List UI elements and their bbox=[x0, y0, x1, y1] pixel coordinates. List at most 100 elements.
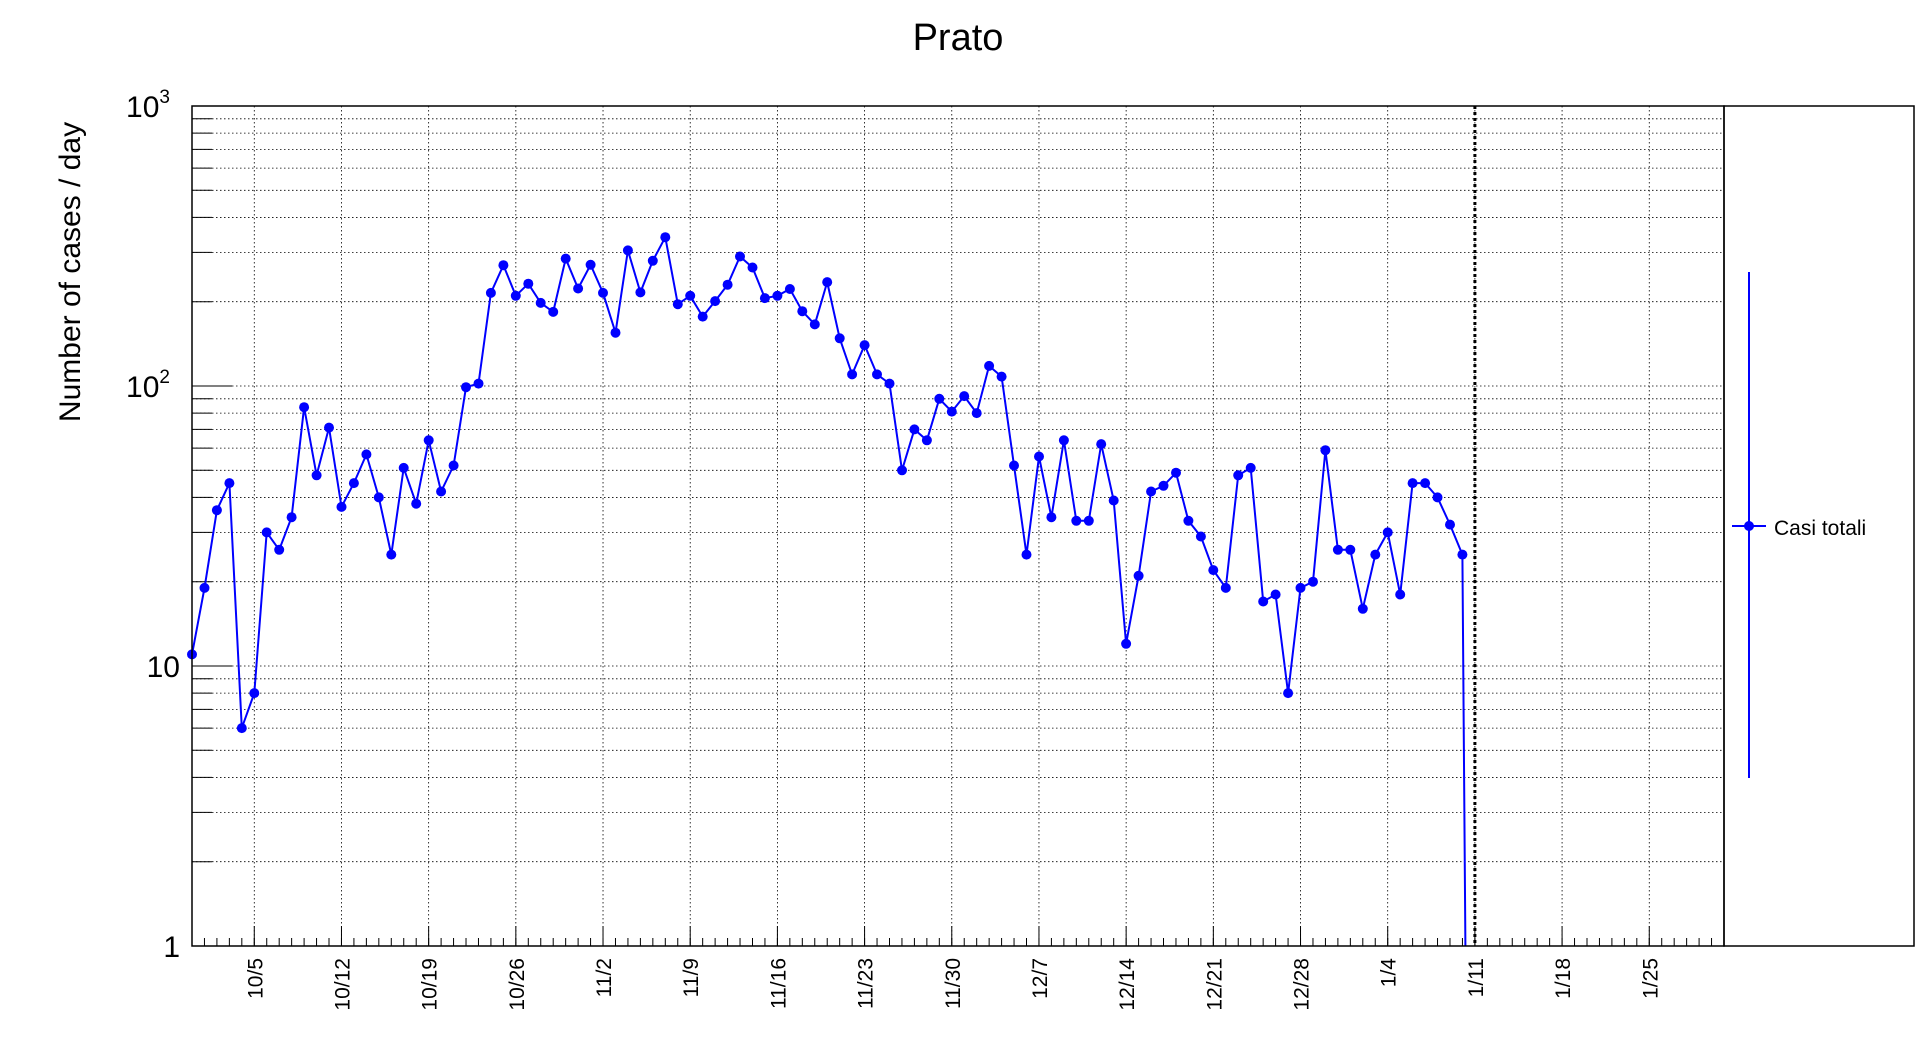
chart-title: Prato bbox=[913, 17, 1004, 59]
data-point bbox=[897, 465, 907, 476]
data-point bbox=[1407, 478, 1418, 489]
series-line bbox=[191, 234, 1467, 947]
data-point bbox=[1382, 527, 1393, 538]
data-point bbox=[959, 391, 970, 402]
data-point bbox=[847, 369, 858, 380]
data-point bbox=[672, 299, 683, 310]
x-tick-label: 1/4 bbox=[1378, 958, 1401, 988]
data-point bbox=[261, 527, 272, 538]
data-point bbox=[1457, 549, 1468, 560]
data-point bbox=[884, 378, 895, 389]
x-tick-label: 12/21 bbox=[1203, 958, 1226, 1011]
data-point bbox=[249, 688, 260, 699]
x-tick-label: 1/18 bbox=[1552, 958, 1575, 999]
data-point bbox=[859, 340, 870, 351]
x-tick-label: 11/9 bbox=[680, 958, 703, 997]
data-point bbox=[598, 287, 608, 298]
x-tick-label: 11/23 bbox=[855, 958, 878, 1009]
data-point bbox=[1058, 435, 1069, 446]
y-tick-label: 102 bbox=[126, 367, 170, 404]
data-point bbox=[1183, 515, 1194, 526]
data-point bbox=[710, 296, 721, 307]
data-point bbox=[1009, 460, 1019, 471]
data-point bbox=[348, 478, 359, 489]
data-point bbox=[1258, 596, 1269, 607]
data-point bbox=[797, 306, 808, 317]
data-point bbox=[535, 297, 546, 308]
data-point bbox=[573, 283, 584, 294]
data-point bbox=[423, 435, 434, 446]
data-point bbox=[822, 277, 833, 288]
x-tick-label: 1/11 bbox=[1465, 958, 1488, 997]
data-point bbox=[996, 371, 1007, 382]
data-point bbox=[1208, 565, 1219, 576]
data-point bbox=[647, 255, 658, 266]
data-point bbox=[1357, 603, 1368, 614]
data-point bbox=[336, 501, 347, 512]
data-point bbox=[585, 259, 596, 270]
data-point bbox=[411, 498, 422, 509]
data-point bbox=[685, 290, 696, 301]
grid-lines bbox=[192, 106, 1724, 947]
data-point bbox=[660, 232, 671, 243]
data-point bbox=[1071, 515, 1082, 526]
data-point bbox=[324, 422, 334, 433]
data-point bbox=[361, 449, 372, 460]
data-point bbox=[834, 333, 845, 344]
data-point bbox=[1034, 451, 1044, 462]
y-tick-base: 10 bbox=[126, 371, 159, 404]
data-point bbox=[1046, 512, 1057, 523]
data-point bbox=[1295, 582, 1306, 593]
data-point bbox=[747, 262, 758, 273]
data-point bbox=[560, 253, 571, 264]
x-tick-label: 10/12 bbox=[331, 958, 354, 1011]
data-point bbox=[1083, 515, 1094, 526]
data-point bbox=[1270, 589, 1281, 600]
data-point bbox=[548, 306, 559, 317]
data-point bbox=[1308, 576, 1318, 587]
data-point bbox=[373, 492, 384, 503]
data-point bbox=[236, 723, 247, 734]
plot-frame bbox=[191, 105, 1725, 947]
legend-label: Casi totali bbox=[1774, 517, 1866, 540]
data-point bbox=[772, 290, 783, 301]
y-axis-label: Number of cases / day bbox=[54, 122, 87, 422]
data-point bbox=[610, 327, 621, 338]
data-point bbox=[1158, 480, 1169, 491]
data-point bbox=[921, 435, 932, 446]
x-tick-label: 1/25 bbox=[1639, 958, 1662, 999]
series-casi-totali bbox=[187, 232, 1468, 947]
y-minor-ticks bbox=[192, 118, 232, 947]
data-point bbox=[1021, 549, 1032, 560]
x-tick-label: 12/28 bbox=[1291, 958, 1314, 1011]
data-point bbox=[1445, 519, 1455, 530]
data-point bbox=[1345, 544, 1356, 555]
data-point bbox=[1332, 544, 1343, 555]
data-point bbox=[946, 406, 957, 417]
x-tick-label: 11/2 bbox=[593, 958, 616, 997]
data-point bbox=[722, 279, 733, 290]
y-tick-label: 103 bbox=[126, 87, 170, 124]
data-point bbox=[311, 470, 322, 481]
x-tick-label: 12/7 bbox=[1029, 958, 1052, 999]
data-point bbox=[622, 245, 633, 256]
data-point bbox=[398, 462, 409, 473]
data-point bbox=[735, 251, 745, 262]
data-point bbox=[934, 393, 945, 404]
data-point bbox=[448, 460, 459, 471]
data-point bbox=[461, 382, 471, 393]
data-point bbox=[199, 582, 210, 593]
data-point bbox=[1370, 549, 1381, 560]
data-point bbox=[386, 549, 397, 560]
data-point bbox=[1395, 589, 1406, 600]
data-point bbox=[909, 424, 920, 435]
data-point bbox=[809, 319, 820, 330]
y-tick-base: 10 bbox=[126, 91, 159, 124]
data-point bbox=[1432, 492, 1443, 503]
x-tick-label: 12/14 bbox=[1116, 958, 1139, 1011]
data-point bbox=[498, 260, 509, 271]
x-tick-label: 11/30 bbox=[942, 958, 965, 1009]
x-tick-label: 11/16 bbox=[767, 958, 790, 1009]
